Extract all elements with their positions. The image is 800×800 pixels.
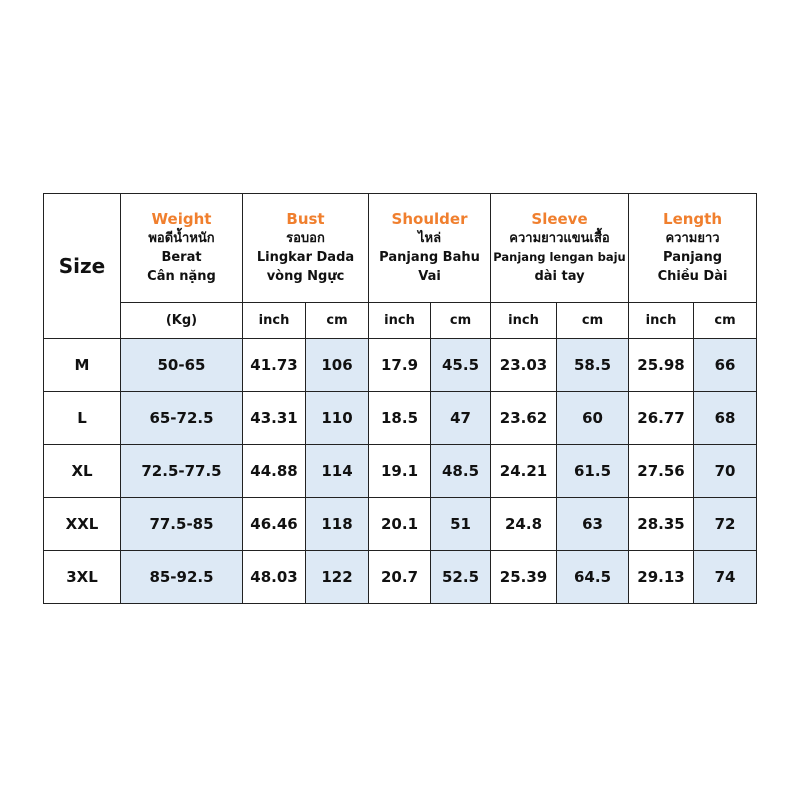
cell-bust-cm: 114 [304,444,370,498]
cell-bust-cm: 122 [304,550,370,604]
length-title: Length [663,210,723,228]
cell-bust-inch: 48.03 [242,550,306,604]
cell-bust-inch: 41.73 [242,338,306,392]
cell-shoulder-inch: 17.9 [368,338,432,392]
table-row: M 50-65 41.73 106 17.9 45.5 23.03 58.5 25.98 66 [43,338,758,392]
cell-shoulder-inch: 20.1 [368,497,432,551]
cell-sleeve-inch: 24.21 [490,444,558,498]
table-row: XL 72.5-77.5 44.88 114 19.1 48.5 24.21 61.5 27.5… [43,444,758,498]
table-row: 3XL 85-92.5 48.03 122 20.7 52.5 25.39 64.5 29.13… [43,550,758,604]
cell-sleeve-inch: 23.62 [490,391,558,445]
bust-header: Bust รอบอก Lingkar Dada vòng Ngực [241,193,370,303]
cell-bust-cm: 118 [304,497,370,551]
cell-length-cm: 74 [693,550,758,604]
cell-length-inch: 28.35 [628,497,695,551]
weight-title: Weight [151,210,212,228]
cell-weight: 85-92.5 [120,550,243,604]
unit-inch: inch [242,302,306,339]
bust-indonesian: Lingkar Dada [256,250,355,265]
cell-sleeve-cm: 58.5 [556,338,630,392]
cell-weight: 50-65 [120,338,243,392]
cell-length-inch: 29.13 [628,550,695,604]
sleeve-vietnamese: dài tay [534,269,585,284]
weight-header: Weight พอดีน้ำหนัก Berat Cân nặng [120,193,243,303]
cell-weight: 77.5-85 [120,497,243,551]
bust-title: Bust [286,210,325,228]
sleeve-title: Sleeve [531,210,588,228]
cell-bust-cm: 106 [304,338,370,392]
unit-cm: cm [304,302,370,339]
sleeve-header: Sleeve ความยาวแขนเสื้อ Panjang lengan ba… [490,193,630,303]
cell-weight: 65-72.5 [120,391,243,445]
unit-inch: inch [368,302,432,339]
table-row: XXL 77.5-85 46.46 118 20.1 51 24.8 63 28.35 72 [43,497,758,551]
cell-sleeve-cm: 61.5 [556,444,630,498]
cell-size: XXL [43,497,121,551]
cell-shoulder-inch: 20.7 [368,550,432,604]
cell-weight: 72.5-77.5 [120,444,243,498]
cell-shoulder-inch: 18.5 [368,391,432,445]
cell-sleeve-inch: 23.03 [490,338,558,392]
weight-thai: พอดีน้ำหนัก [148,231,215,246]
cell-length-inch: 25.98 [628,338,695,392]
cell-sleeve-cm: 64.5 [556,550,630,604]
cell-shoulder-cm: 52.5 [430,550,492,604]
unit-inch: inch [490,302,558,339]
cell-shoulder-inch: 19.1 [368,444,432,498]
cell-length-cm: 66 [693,338,758,392]
cell-shoulder-cm: 51 [430,497,492,551]
shoulder-header: Shoulder ไหล่ Panjang Bahu Vai [368,193,492,303]
cell-length-cm: 72 [693,497,758,551]
cell-length-cm: 70 [693,444,758,498]
cell-bust-inch: 43.31 [242,391,306,445]
cell-bust-inch: 46.46 [242,497,306,551]
cell-bust-cm: 110 [304,391,370,445]
sleeve-thai: ความยาวแขนเสื้อ [509,231,610,246]
unit-cm: cm [556,302,630,339]
cell-shoulder-cm: 47 [430,391,492,445]
bust-thai: รอบอก [286,231,325,246]
cell-sleeve-cm: 63 [556,497,630,551]
cell-sleeve-inch: 24.8 [490,497,558,551]
cell-size: 3XL [43,550,121,604]
unit-cm: cm [693,302,758,339]
size-chart-table: Size Weight พอดีน้ำหนัก Berat Cân nặng B… [43,193,758,604]
cell-length-inch: 27.56 [628,444,695,498]
cell-size: XL [43,444,121,498]
unit-cm: cm [430,302,492,339]
cell-bust-inch: 44.88 [242,444,306,498]
unit-inch: inch [628,302,695,339]
unit-kg: (Kg) [120,302,243,339]
length-vietnamese: Chiều Dài [657,269,728,284]
weight-indonesian: Berat [161,250,202,265]
cell-size: L [43,391,121,445]
length-header: Length ความยาว Panjang Chiều Dài [628,193,758,303]
shoulder-title: Shoulder [391,210,468,228]
cell-length-inch: 26.77 [628,391,695,445]
cell-sleeve-cm: 60 [556,391,630,445]
cell-shoulder-cm: 48.5 [430,444,492,498]
length-indonesian: Panjang [663,250,723,265]
table-row: L 65-72.5 43.31 110 18.5 47 23.62 60 26.77 68 [43,391,758,445]
cell-shoulder-cm: 45.5 [430,338,492,392]
size-header: Size [43,193,121,339]
sleeve-indonesian: Panjang lengan baju [493,250,626,264]
shoulder-vietnamese: Vai [418,269,441,284]
bust-vietnamese: vòng Ngực [266,269,345,284]
cell-size: M [43,338,121,392]
length-thai: ความยาว [665,231,720,246]
cell-length-cm: 68 [693,391,758,445]
shoulder-indonesian: Panjang Bahu [379,250,480,265]
cell-sleeve-inch: 25.39 [490,550,558,604]
shoulder-thai: ไหล่ [417,231,442,246]
weight-vietnamese: Cân nặng [147,269,216,284]
